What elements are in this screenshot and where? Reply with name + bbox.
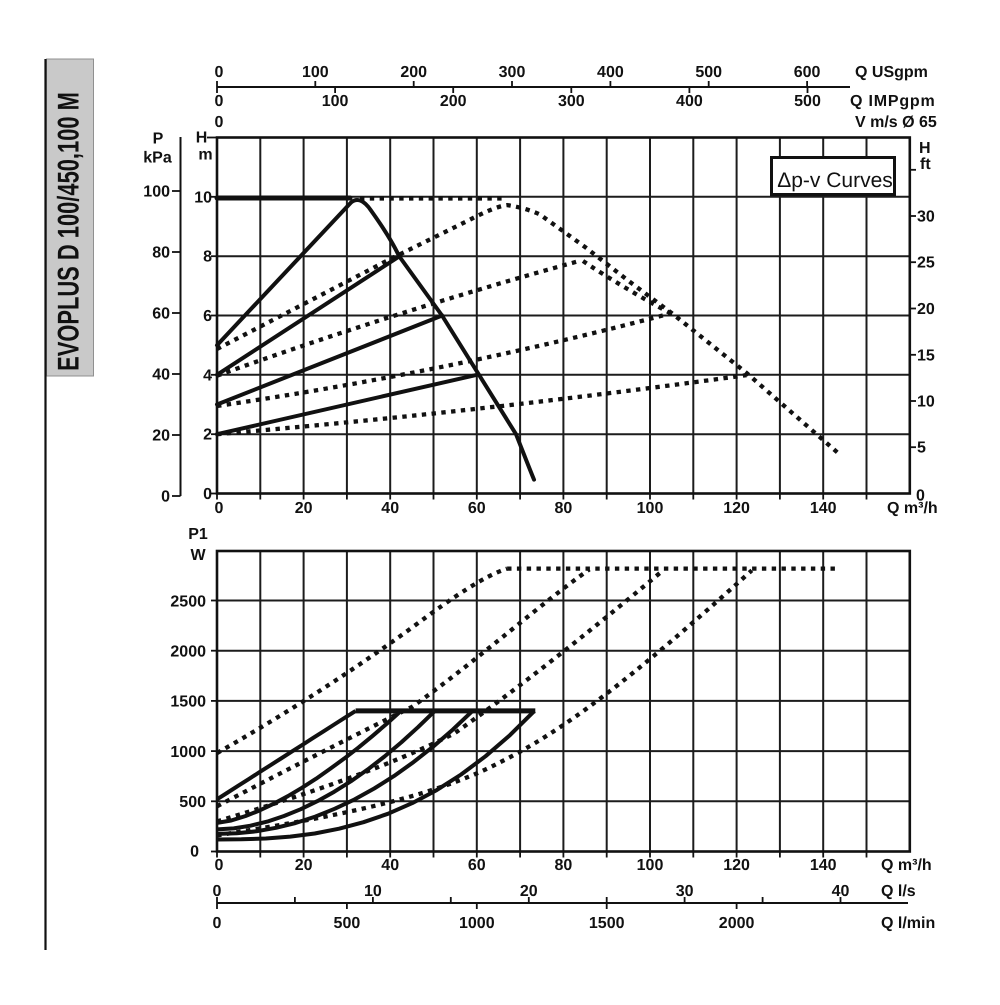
svg-text:1000: 1000 — [459, 915, 495, 932]
svg-text:300: 300 — [558, 93, 585, 110]
svg-text:m: m — [198, 147, 212, 164]
svg-text:2000: 2000 — [170, 644, 206, 661]
svg-text:Q l/s: Q l/s — [881, 883, 916, 900]
svg-text:400: 400 — [597, 64, 624, 81]
svg-text:140: 140 — [810, 857, 837, 874]
svg-text:80: 80 — [555, 500, 573, 517]
svg-text:10: 10 — [194, 189, 212, 206]
svg-text:8: 8 — [203, 249, 212, 266]
svg-text:0: 0 — [213, 915, 222, 932]
svg-text:40: 40 — [381, 500, 399, 517]
svg-text:500: 500 — [334, 915, 361, 932]
svg-text:1000: 1000 — [170, 744, 206, 761]
svg-text:500: 500 — [794, 93, 821, 110]
svg-text:25: 25 — [917, 255, 935, 272]
svg-text:15: 15 — [917, 347, 935, 364]
svg-text:H: H — [196, 130, 208, 147]
svg-text:200: 200 — [440, 93, 467, 110]
svg-text:500: 500 — [695, 64, 722, 81]
svg-text:20: 20 — [152, 428, 170, 445]
svg-text:100: 100 — [143, 184, 170, 201]
svg-text:V m/s Ø 65: V m/s Ø 65 — [855, 114, 937, 131]
svg-text:20: 20 — [520, 883, 538, 900]
svg-text:0: 0 — [161, 489, 170, 506]
svg-text:20: 20 — [295, 857, 313, 874]
svg-text:0: 0 — [215, 93, 224, 110]
svg-text:Δp-v Curves: Δp-v Curves — [777, 169, 893, 192]
svg-text:Q m³/h: Q m³/h — [887, 500, 938, 517]
svg-text:120: 120 — [723, 500, 750, 517]
svg-text:80: 80 — [152, 245, 170, 262]
svg-text:P1: P1 — [188, 526, 208, 543]
svg-text:2: 2 — [203, 427, 212, 444]
svg-text:100: 100 — [322, 93, 349, 110]
svg-text:0: 0 — [203, 486, 212, 503]
svg-text:Q USgpm: Q USgpm — [855, 64, 928, 81]
svg-text:H: H — [919, 140, 931, 157]
svg-text:0: 0 — [215, 64, 224, 81]
svg-text:20: 20 — [295, 500, 313, 517]
svg-text:1500: 1500 — [589, 915, 625, 932]
svg-text:kPa: kPa — [143, 150, 172, 167]
svg-text:P: P — [153, 131, 164, 148]
svg-text:60: 60 — [468, 857, 486, 874]
svg-text:0: 0 — [215, 114, 224, 131]
svg-text:0: 0 — [213, 883, 222, 900]
svg-text:1500: 1500 — [170, 694, 206, 711]
svg-text:Q m³/h: Q m³/h — [881, 857, 932, 874]
svg-text:2000: 2000 — [719, 915, 755, 932]
svg-text:100: 100 — [302, 64, 329, 81]
svg-text:0: 0 — [916, 488, 925, 505]
svg-text:0: 0 — [190, 844, 199, 861]
svg-text:40: 40 — [832, 883, 850, 900]
svg-text:EVOPLUS D 100/450,100 M: EVOPLUS D 100/450,100 M — [53, 92, 86, 371]
svg-text:140: 140 — [810, 500, 837, 517]
svg-text:500: 500 — [179, 794, 206, 811]
svg-text:200: 200 — [400, 64, 427, 81]
svg-text:6: 6 — [203, 308, 212, 325]
svg-text:600: 600 — [794, 64, 821, 81]
svg-text:60: 60 — [468, 500, 486, 517]
svg-text:2500: 2500 — [170, 593, 206, 610]
svg-text:10: 10 — [364, 883, 382, 900]
svg-text:100: 100 — [637, 500, 664, 517]
svg-text:5: 5 — [917, 440, 926, 457]
svg-text:30: 30 — [917, 209, 935, 226]
svg-text:0: 0 — [215, 500, 224, 517]
svg-text:300: 300 — [499, 64, 526, 81]
svg-text:Q l/min: Q l/min — [881, 915, 935, 932]
svg-text:40: 40 — [152, 367, 170, 384]
svg-text:4: 4 — [203, 367, 212, 384]
svg-text:100: 100 — [637, 857, 664, 874]
svg-text:40: 40 — [381, 857, 399, 874]
svg-text:400: 400 — [676, 93, 703, 110]
svg-text:30: 30 — [676, 883, 694, 900]
svg-text:80: 80 — [555, 857, 573, 874]
svg-text:ft: ft — [920, 156, 931, 173]
svg-text:10: 10 — [917, 394, 935, 411]
svg-text:120: 120 — [723, 857, 750, 874]
svg-text:0: 0 — [215, 857, 224, 874]
svg-text:Q IMPgpm: Q IMPgpm — [850, 93, 936, 110]
svg-text:60: 60 — [152, 306, 170, 323]
svg-text:20: 20 — [917, 301, 935, 318]
svg-text:W: W — [190, 547, 206, 564]
